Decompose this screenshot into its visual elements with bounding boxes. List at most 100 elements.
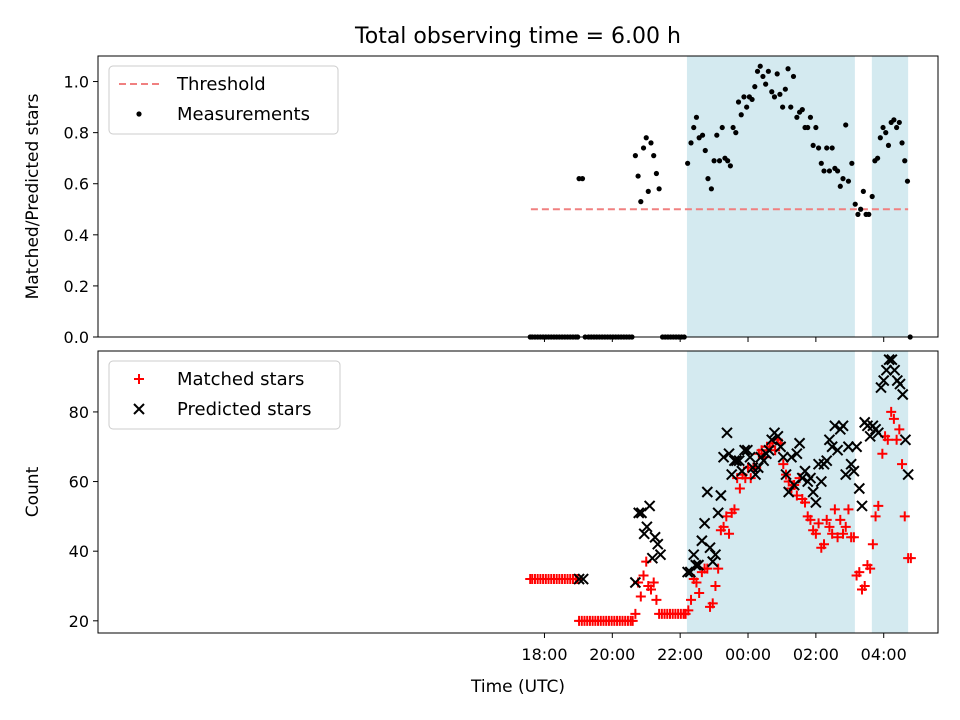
- data-point: [760, 73, 766, 80]
- data-point: [724, 528, 735, 539]
- data-point: [835, 514, 846, 525]
- data-point: [573, 573, 585, 585]
- data-point: [715, 489, 727, 502]
- data-point: [692, 559, 705, 571]
- data-point: [638, 199, 644, 205]
- legend: Threshold Measurements: [108, 65, 339, 135]
- y-axis-label: Count: [23, 466, 43, 517]
- data-point: [867, 539, 878, 550]
- data-point: [736, 465, 748, 477]
- observing-window-1: [871, 56, 909, 337]
- data-point: [875, 381, 887, 394]
- data-point: [780, 468, 792, 481]
- series-matched-stars: [525, 406, 916, 626]
- data-point: [763, 444, 775, 456]
- data-point: [899, 511, 910, 522]
- series-predicted-stars: [573, 353, 914, 589]
- data-point: [888, 413, 899, 424]
- data-point: [869, 193, 875, 200]
- data-point: [701, 486, 714, 498]
- data-point: [800, 497, 811, 508]
- data-point: [785, 66, 791, 72]
- data-point: [894, 424, 905, 435]
- data-point: [752, 461, 764, 474]
- data-point: [577, 573, 589, 585]
- data-point: [785, 451, 798, 463]
- data-point: [815, 145, 822, 151]
- data-point: [640, 145, 647, 151]
- data-point: [855, 211, 861, 217]
- data-point: [705, 176, 711, 182]
- data-point: [656, 186, 662, 192]
- data-point: [826, 168, 833, 174]
- data-point: [850, 441, 863, 453]
- legend-label: Matched stars: [177, 369, 304, 390]
- data-point: [888, 364, 901, 376]
- data-point: [757, 63, 763, 69]
- y-tick-label: 0.0: [64, 328, 89, 347]
- data-point: [883, 130, 889, 136]
- data-point: [635, 591, 646, 602]
- data-point: [845, 458, 857, 470]
- data-point: [804, 472, 817, 484]
- data-point: [709, 548, 722, 561]
- data-point: [810, 142, 816, 149]
- data-point: [711, 158, 717, 164]
- data-point: [735, 99, 742, 105]
- data-point: [649, 531, 661, 543]
- data-point: [829, 504, 840, 515]
- data-point: [782, 86, 788, 92]
- data-point: [707, 555, 719, 568]
- data-point: [824, 521, 835, 532]
- data-point: [849, 160, 855, 166]
- data-point: [645, 188, 651, 194]
- data-point: [799, 465, 811, 477]
- x-axis-label: Time (UTC): [470, 677, 565, 697]
- data-point: [845, 178, 852, 184]
- legend-label: Measurements: [177, 104, 310, 125]
- data-point: [719, 124, 725, 131]
- y-tick-label: 0.2: [64, 277, 89, 296]
- data-point: [840, 468, 852, 481]
- x-tick-label: 04:00: [861, 645, 907, 664]
- data-point: [757, 454, 770, 467]
- data-point: [738, 444, 751, 456]
- data-point: [852, 201, 858, 207]
- observing-window-1: [871, 351, 909, 633]
- data-point: [643, 500, 656, 512]
- data-point: [651, 594, 662, 605]
- data-point: [729, 504, 740, 515]
- data-point: [763, 81, 769, 87]
- axes-frame: [97, 55, 939, 338]
- data-point: [769, 89, 775, 95]
- data-point: [643, 135, 649, 141]
- data-point: [653, 170, 660, 177]
- data-point: [883, 353, 895, 366]
- x-tick-label: 18:00: [521, 645, 567, 664]
- data-point: [754, 68, 761, 74]
- data-point: [823, 434, 836, 446]
- data-point: [707, 598, 718, 609]
- data-point: [683, 605, 694, 616]
- observing-window-0: [686, 351, 855, 633]
- data-point: [728, 454, 741, 467]
- data-point: [632, 153, 638, 159]
- data-point: [635, 173, 641, 179]
- data-point: [858, 206, 864, 212]
- data-point: [733, 454, 745, 467]
- data-point: [848, 465, 860, 477]
- data-point: [774, 71, 780, 77]
- data-point: [831, 444, 844, 456]
- data-point: [796, 472, 809, 484]
- data-point: [708, 186, 714, 192]
- data-point: [633, 507, 645, 519]
- y-tick-label: 1.0: [64, 73, 89, 92]
- data-point: [702, 147, 708, 154]
- data-point: [777, 451, 790, 463]
- data-point: [880, 364, 893, 376]
- chart-title: Total observing time = 6.00 h: [354, 24, 681, 49]
- data-point: [766, 434, 778, 446]
- data-point: [727, 163, 733, 169]
- data-point: [877, 135, 883, 141]
- data-point: [718, 521, 729, 532]
